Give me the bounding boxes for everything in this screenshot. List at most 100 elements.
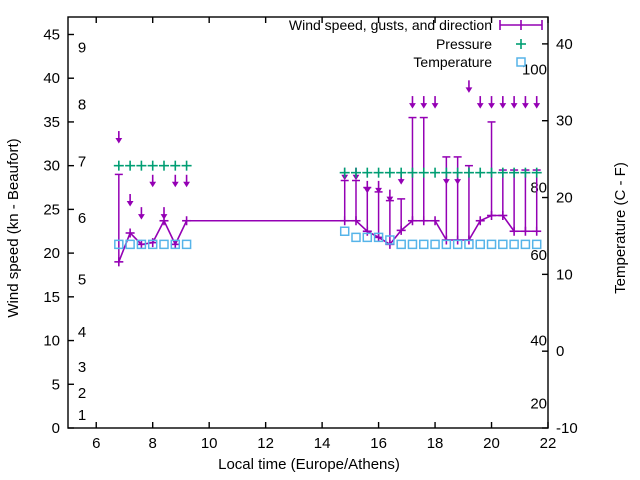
temperature-marker <box>385 235 395 245</box>
temperature-marker <box>339 226 350 236</box>
x-tick-label: 6 <box>92 435 100 452</box>
wind-direction-arrow <box>499 103 507 109</box>
y-tick-label: 35 <box>43 114 60 131</box>
wind-direction-arrow <box>465 87 473 93</box>
y-tick-label: 15 <box>43 289 60 306</box>
wind-direction-arrow <box>363 187 371 194</box>
legend-square-icon <box>516 57 526 67</box>
y-tick-label: 20 <box>43 245 60 262</box>
pressure-axis-label: 20 <box>530 396 547 413</box>
y2-tick-label: 0 <box>556 343 564 360</box>
series-pressure <box>113 160 542 178</box>
y-tick-label: 45 <box>43 26 60 43</box>
x-tick-label: 20 <box>483 435 500 452</box>
y2-tick-label: -10 <box>556 420 578 437</box>
plot-border <box>67 16 549 429</box>
pressure-axis-label: 60 <box>530 247 547 264</box>
temperature-marker <box>136 239 147 250</box>
pressure-axis-label: 80 <box>530 180 547 197</box>
x-tick-label: 8 <box>149 435 157 452</box>
wind-direction-arrow <box>397 179 405 185</box>
temperature-marker <box>520 239 531 250</box>
temperature-marker <box>362 232 373 243</box>
wind-direction-arrow <box>476 103 484 109</box>
temperature-marker <box>419 239 429 250</box>
wind-direction-arrow <box>160 214 168 220</box>
wind-direction-arrow <box>149 181 157 188</box>
temperature-marker <box>452 239 463 250</box>
temperature-marker <box>531 239 542 250</box>
y-tick-label: 5 <box>52 376 60 393</box>
y-tick-label: 25 <box>43 201 60 218</box>
temperature-marker <box>498 239 508 250</box>
wind-direction-arrow <box>138 214 145 220</box>
beaufort-label: 9 <box>78 40 86 57</box>
temperature-marker <box>430 239 440 250</box>
wind-direction-arrow <box>409 103 416 109</box>
beaufort-label: 7 <box>78 153 86 170</box>
temperature-marker <box>396 239 406 250</box>
pressure-axis-labels: 100 80 60 40 20 <box>522 61 547 412</box>
wind-direction-arrow <box>420 103 428 109</box>
beaufort-label: 8 <box>78 96 86 113</box>
beaufort-label: 5 <box>78 271 86 288</box>
temperature-marker <box>464 239 474 250</box>
temperature-marker <box>486 239 497 250</box>
pressure-axis-label: 40 <box>530 333 547 350</box>
x-tick-label: 22 <box>540 435 557 452</box>
y2-tick-label: 20 <box>556 190 573 207</box>
temperature-marker <box>351 232 361 243</box>
beaufort-label: 2 <box>78 385 86 402</box>
wind-direction-arrow <box>171 181 179 188</box>
x-tick-label: 18 <box>427 435 444 452</box>
y-axis-ticks: 0 5 10 15 20 25 30 35 40 45 <box>43 26 74 437</box>
legend-item-wind-label: Wind speed, gusts, and direction <box>289 17 492 33</box>
wind-direction-arrow <box>386 196 394 203</box>
wind-direction-arrow <box>183 181 190 188</box>
temperature-marker <box>125 239 135 250</box>
beaufort-label: 1 <box>78 407 86 424</box>
wind-direction-arrow <box>488 103 495 109</box>
beaufort-label: 3 <box>78 359 86 376</box>
chart-legend: Wind speed, gusts, and direction Pressure… <box>289 17 543 70</box>
x-tick-label: 10 <box>201 435 218 452</box>
y-tick-label: 0 <box>52 420 60 437</box>
temperature-marker <box>509 239 519 250</box>
temperature-marker <box>475 239 485 250</box>
x-tick-label: 14 <box>314 435 331 452</box>
wind-direction-arrow <box>522 103 529 109</box>
y-tick-label: 10 <box>43 333 60 350</box>
beaufort-scale-labels: 1 2 3 4 5 6 7 8 9 <box>78 40 86 424</box>
y-axis-title: Wind speed (kn - Beaufort) <box>5 138 22 317</box>
wind-direction-arrow <box>442 179 450 185</box>
y2-axis-ticks: -10 0 10 20 30 40 <box>542 36 578 437</box>
legend-item-temperature-label: Temperature <box>413 54 492 70</box>
beaufort-label: 4 <box>78 324 86 341</box>
legend-item-pressure-label: Pressure <box>436 36 492 52</box>
temperature-marker <box>147 239 158 250</box>
temperature-marker <box>114 239 124 250</box>
temperature-marker <box>407 239 418 250</box>
wind-direction-arrow <box>431 103 439 109</box>
temperature-marker <box>181 239 192 250</box>
y-tick-label: 40 <box>43 70 60 87</box>
plot-frame <box>67 16 549 429</box>
wind-direction-arrow <box>533 103 541 109</box>
wind-direction-arrow <box>454 179 462 185</box>
x-axis-title: Local time (Europe/Athens) <box>218 456 400 473</box>
wind-direction-arrow <box>510 103 518 109</box>
wind-direction-arrow <box>115 138 123 144</box>
y-tick-label: 30 <box>43 158 60 175</box>
temperature-marker <box>441 239 452 250</box>
y2-tick-label: 10 <box>556 266 573 283</box>
series-wind-speed <box>114 80 542 267</box>
series-temperature <box>114 226 542 250</box>
x-axis-ticks: 6 8 10 12 14 16 18 20 22 <box>92 17 556 452</box>
x-tick-label: 12 <box>257 435 274 452</box>
temperature-marker <box>159 239 169 250</box>
wind-direction-arrow <box>375 187 382 194</box>
wind-direction-arrow <box>126 201 134 207</box>
x-tick-label: 16 <box>370 435 387 452</box>
